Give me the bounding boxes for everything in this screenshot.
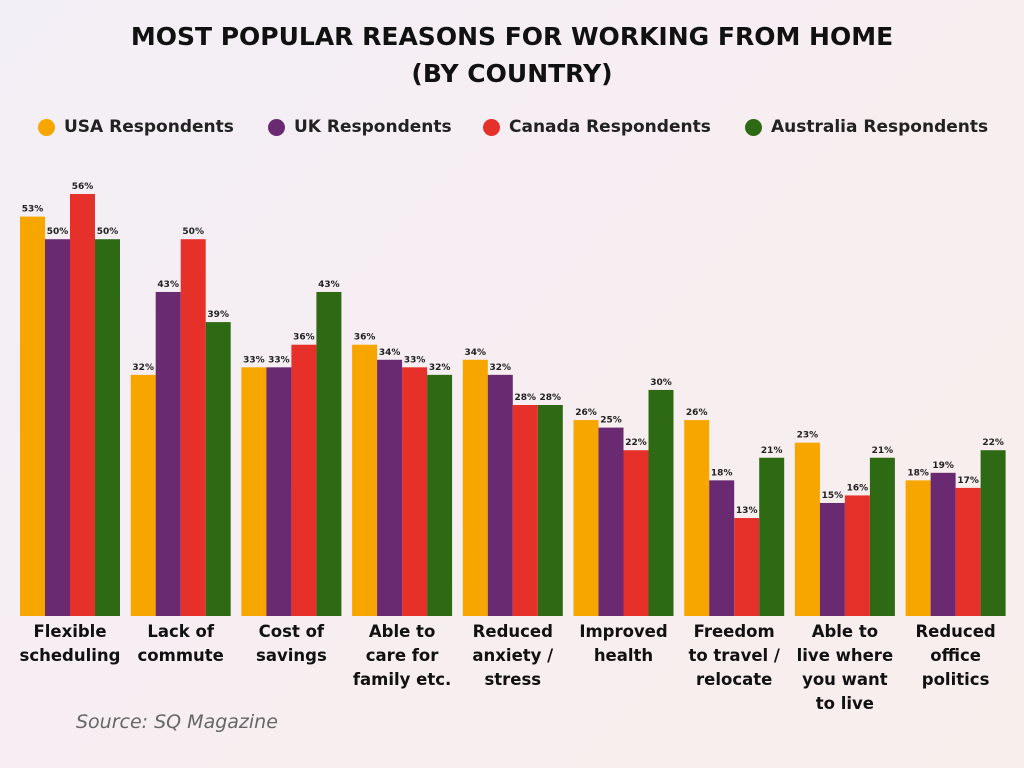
x-tick-label: Reduced anxiety / stress — [472, 622, 554, 689]
bar — [427, 374, 453, 616]
bar — [512, 405, 538, 616]
bar — [316, 291, 342, 616]
x-tick-label: Lack of commute — [137, 622, 224, 665]
value-label: 25% — [600, 416, 622, 426]
value-label: 36% — [293, 333, 315, 343]
legend-swatch — [745, 118, 762, 136]
bar — [241, 367, 267, 616]
value-label: 26% — [686, 408, 708, 418]
value-label: 39% — [207, 310, 229, 320]
value-label: 34% — [465, 348, 487, 358]
bar — [734, 518, 760, 616]
value-label: 43% — [157, 280, 179, 290]
value-label: 21% — [872, 446, 894, 456]
legend-item: UK Respondents — [268, 117, 452, 137]
bar — [291, 344, 317, 616]
value-label: 21% — [761, 446, 783, 456]
x-tick-label: Cost of savings — [256, 622, 327, 665]
bar — [402, 367, 428, 616]
bar — [352, 344, 378, 616]
legend: USA Respondents UK Respondents Canada Resp… — [0, 117, 1024, 143]
x-tick-label: Reduced office politics — [915, 622, 996, 689]
value-label: 19% — [932, 461, 954, 471]
value-label: 23% — [797, 431, 819, 441]
bar — [819, 502, 845, 616]
x-tick-label: Improved health — [579, 622, 668, 665]
legend-swatch — [483, 118, 500, 136]
x-tick-label: Freedom to travel / relocate — [688, 622, 780, 689]
x-tick-label: Able to live where you want to live — [796, 622, 894, 713]
bar — [573, 420, 599, 616]
value-label: 13% — [736, 506, 758, 516]
value-label: 22% — [625, 438, 647, 448]
x-tick-label: Able to care for family etc. — [352, 622, 452, 689]
bar — [598, 427, 624, 616]
value-label: 50% — [182, 227, 204, 237]
bar — [95, 239, 120, 616]
bar — [648, 389, 674, 616]
bar — [462, 359, 488, 616]
bar — [377, 359, 403, 616]
bar — [955, 487, 981, 616]
value-label: 33% — [404, 355, 426, 365]
x-tick-label: Flexible scheduling — [19, 622, 121, 665]
bar — [45, 239, 70, 616]
bar — [537, 405, 563, 616]
chart: 53%50%56%50%32%43%50%39%33% 33%36%43%36%3… — [20, 182, 1006, 616]
value-label: 56% — [72, 182, 94, 192]
value-label: 33% — [268, 355, 290, 365]
bar — [930, 472, 956, 616]
bar — [155, 291, 181, 616]
bar — [487, 374, 513, 616]
source: Source: SQ Magazine — [76, 711, 278, 733]
value-label: 53% — [22, 205, 44, 215]
value-label: 36% — [354, 333, 376, 343]
legend-label: USA Respondents — [64, 117, 234, 137]
bar — [794, 442, 820, 616]
bar — [684, 420, 710, 616]
value-label: 33% — [243, 355, 265, 365]
bar — [905, 480, 931, 616]
value-label: 32% — [429, 363, 451, 373]
value-label: 32% — [132, 363, 154, 373]
legend-swatch — [38, 118, 55, 136]
bar — [20, 216, 45, 616]
value-label: 50% — [97, 227, 119, 237]
legend-label: UK Respondents — [294, 117, 452, 137]
bar — [70, 194, 95, 616]
bar — [844, 495, 870, 616]
value-label: 32% — [490, 363, 512, 373]
bar — [205, 322, 231, 616]
bar — [869, 457, 895, 616]
bar — [180, 239, 206, 616]
value-label: 22% — [982, 438, 1004, 448]
bar — [623, 450, 649, 616]
value-label: 17% — [957, 476, 979, 486]
bar — [980, 450, 1006, 616]
value-label: 28% — [515, 393, 537, 403]
bar — [130, 374, 156, 616]
value-label: 28% — [540, 393, 562, 403]
legend-item: Canada Respondents — [483, 117, 711, 137]
value-label: 15% — [822, 491, 844, 501]
legend-swatch — [268, 118, 285, 136]
value-label: 30% — [650, 378, 672, 388]
value-label: 43% — [318, 280, 340, 290]
legend-item: USA Respondents — [38, 117, 234, 137]
value-label: 50% — [47, 227, 69, 237]
bar — [759, 457, 785, 616]
bar — [709, 480, 735, 616]
value-label: 16% — [847, 483, 869, 493]
chart-title: MOST POPULAR REASONS FOR WORKING FROM HO… — [130, 22, 894, 88]
legend-label: Canada Respondents — [509, 117, 711, 137]
value-label: 18% — [711, 468, 733, 478]
value-label: 18% — [907, 468, 929, 478]
legend-item: Australia Respondents — [745, 117, 988, 137]
value-label: 26% — [575, 408, 597, 418]
legend-label: Australia Respondents — [771, 117, 989, 137]
value-label: 34% — [379, 348, 401, 358]
bar — [266, 367, 292, 616]
